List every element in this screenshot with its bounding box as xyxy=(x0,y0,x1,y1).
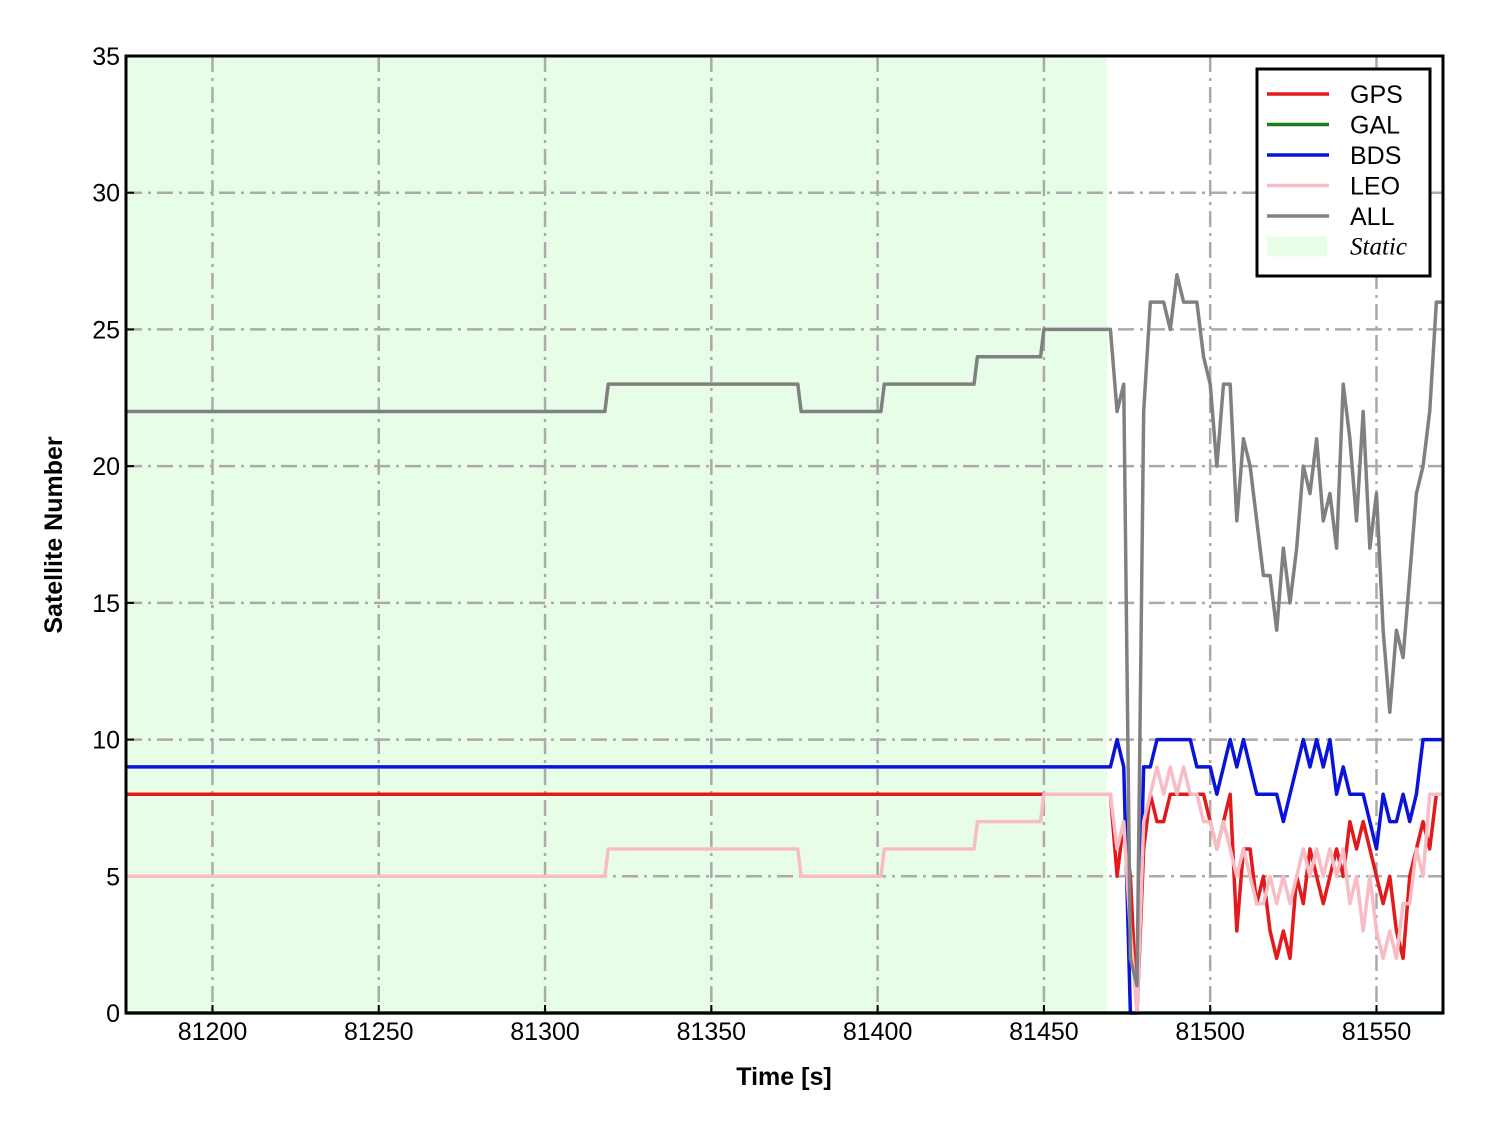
y-axis-label: Satellite Number xyxy=(40,436,68,634)
y-tick-label: 35 xyxy=(92,43,120,71)
x-tick-label: 81200 xyxy=(178,1018,248,1046)
legend-label: ALL xyxy=(1350,203,1395,231)
legend-label: GPS xyxy=(1350,81,1403,109)
y-tick-label: 15 xyxy=(92,590,120,618)
series-line xyxy=(126,765,1443,1015)
legend-label: LEO xyxy=(1350,173,1400,201)
legend-label: Static xyxy=(1350,234,1407,261)
legend-label: GAL xyxy=(1350,112,1400,140)
x-tick-label: 81400 xyxy=(843,1018,913,1046)
series-line xyxy=(126,737,1443,1015)
static-region xyxy=(126,56,1108,1013)
x-axis-label: Time [s] xyxy=(736,1063,831,1091)
series-line xyxy=(126,272,1443,988)
plot-frame xyxy=(124,54,1445,1015)
y-tick-label: 25 xyxy=(92,316,120,344)
y-tick-label: 5 xyxy=(106,863,120,891)
legend-swatch xyxy=(1267,236,1327,257)
x-tick-label: 81250 xyxy=(344,1018,414,1046)
x-tick-label: 81550 xyxy=(1342,1018,1412,1046)
y-tick-label: 20 xyxy=(92,453,120,481)
x-tick-label: 81450 xyxy=(1009,1018,1079,1046)
y-tick-label: 10 xyxy=(92,727,120,755)
legend-label: BDS xyxy=(1350,142,1401,170)
x-tick-label: 81300 xyxy=(510,1018,580,1046)
y-tick-label: 30 xyxy=(92,180,120,208)
x-tick-label: 81350 xyxy=(677,1018,747,1046)
y-tick-label: 0 xyxy=(106,1000,120,1028)
x-tick-label: 81500 xyxy=(1175,1018,1245,1046)
